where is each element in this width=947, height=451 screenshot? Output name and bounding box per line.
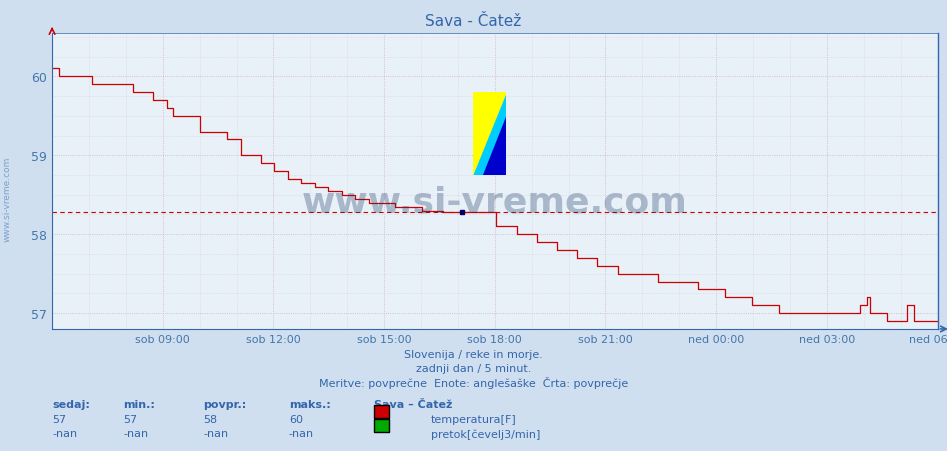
- Text: -nan: -nan: [204, 428, 229, 438]
- Text: 57: 57: [123, 414, 137, 424]
- Text: temperatura[F]: temperatura[F]: [431, 414, 517, 424]
- Text: www.si-vreme.com: www.si-vreme.com: [3, 156, 12, 241]
- Text: 60: 60: [289, 414, 303, 424]
- Text: pretok[čevelj3/min]: pretok[čevelj3/min]: [431, 428, 540, 439]
- Text: Sava - Čatež: Sava - Čatež: [425, 14, 522, 28]
- Text: min.:: min.:: [123, 399, 155, 409]
- Text: Sava – Čatež: Sava – Čatež: [374, 399, 453, 409]
- Text: www.si-vreme.com: www.si-vreme.com: [302, 185, 688, 219]
- Text: 58: 58: [204, 414, 218, 424]
- Text: -nan: -nan: [289, 428, 314, 438]
- Text: zadnji dan / 5 minut.: zadnji dan / 5 minut.: [416, 363, 531, 373]
- Text: -nan: -nan: [52, 428, 78, 438]
- Text: sedaj:: sedaj:: [52, 399, 90, 409]
- Text: povpr.:: povpr.:: [204, 399, 247, 409]
- Text: Meritve: povprečne  Enote: anglešaške  Črta: povprečje: Meritve: povprečne Enote: anglešaške Črt…: [319, 377, 628, 389]
- Text: maks.:: maks.:: [289, 399, 331, 409]
- Text: Slovenija / reke in morje.: Slovenija / reke in morje.: [404, 350, 543, 359]
- Text: -nan: -nan: [123, 428, 149, 438]
- Text: 57: 57: [52, 414, 66, 424]
